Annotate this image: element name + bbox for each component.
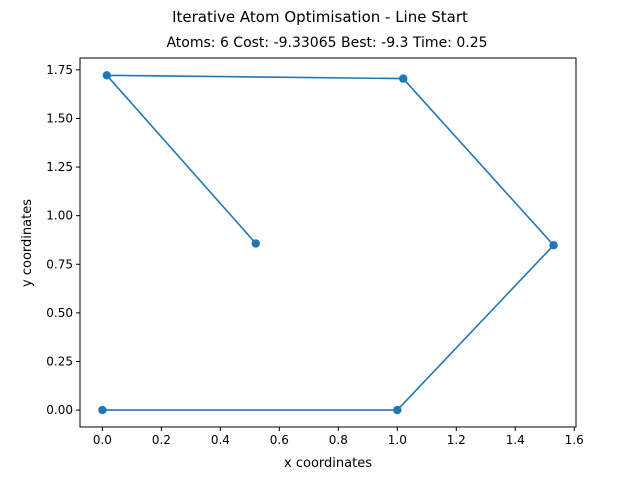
y-axis-label: y coordinates — [20, 199, 35, 287]
y-tick-label: 1.75 — [46, 63, 73, 77]
x-tick-label: 0.0 — [93, 433, 112, 447]
y-tick-label: 0.75 — [46, 257, 73, 271]
x-tick-label: 1.6 — [565, 433, 584, 447]
data-point — [102, 71, 112, 80]
x-tick-label: 0.4 — [211, 433, 230, 447]
axes-frame — [79, 57, 577, 428]
x-tick-label: 0.2 — [152, 433, 171, 447]
chart-subtitle: Atoms: 6 Cost: -9.33065 Best: -9.3 Time:… — [166, 35, 487, 51]
series-line — [102, 74, 555, 411]
y-tick-label: 0.25 — [46, 354, 73, 368]
data-point — [398, 74, 408, 83]
data-point — [251, 239, 260, 248]
data-point — [393, 405, 402, 415]
y-tick-label: 0.00 — [46, 403, 73, 417]
x-axis-label: x coordinates — [284, 456, 372, 471]
data-point — [98, 405, 107, 415]
x-tick-label: 0.6 — [270, 433, 289, 447]
data-point — [549, 241, 558, 250]
y-tick-label: 0.50 — [46, 306, 73, 320]
x-tick-label: 0.8 — [329, 433, 348, 447]
y-tick-label: 1.25 — [46, 160, 73, 174]
y-tick-label: 1.00 — [46, 209, 73, 223]
y-tick-label: 1.50 — [46, 111, 73, 125]
x-tick-label: 1.2 — [447, 433, 466, 447]
x-tick-label: 1.0 — [388, 433, 407, 447]
plot-area: 0.0 0.2 0.4 0.6 0.8 1.0 1.2 1.4 1.6 0.00 0.25 0.50 0… — [46, 57, 584, 447]
x-tick-label: 1.4 — [506, 433, 525, 447]
chart-title: Iterative Atom Optimisation - Line Start — [172, 8, 468, 26]
